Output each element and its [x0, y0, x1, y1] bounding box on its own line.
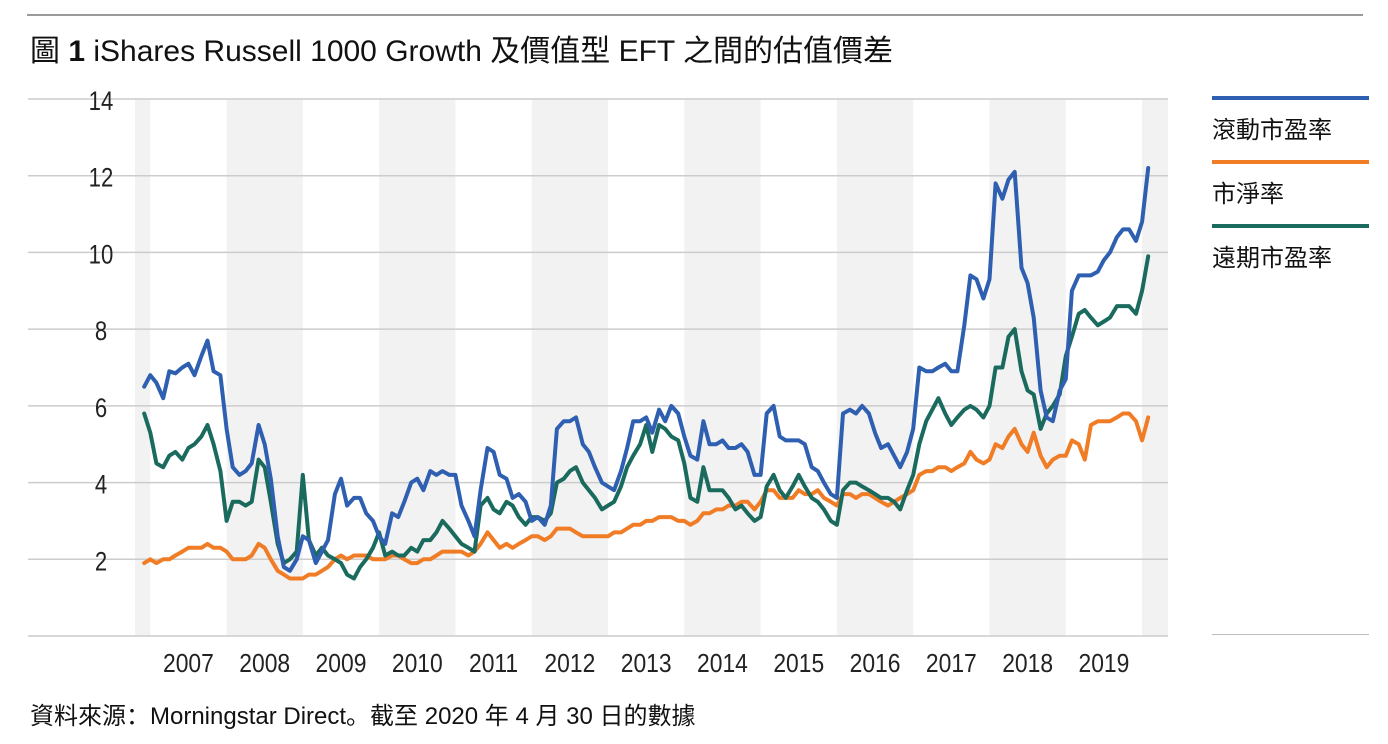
legend-label-forward-pe: 遠期市盈率 [1212, 245, 1332, 272]
legend: 滾動市盈率 市淨率 遠期市盈率 [1212, 96, 1372, 288]
x-tick-label: 2018 [1002, 650, 1053, 679]
x-tick-label: 2016 [850, 650, 901, 679]
legend-swatch-trailing-pe [1212, 96, 1369, 100]
legend-swatch-forward-pe [1212, 224, 1369, 228]
legend-bottom-rule [1212, 634, 1369, 635]
x-axis-ticks: 2007 2008 2009 2010 2011 2012 2013 2014 2015 2016… [163, 650, 1129, 679]
year-band [836, 99, 914, 636]
legend-item-price-to-book: 市淨率 [1212, 160, 1372, 224]
x-tick-label: 2017 [926, 650, 977, 679]
title-prefix: 圖 [30, 35, 60, 68]
x-tick-label: 2007 [163, 650, 214, 679]
grid-lines [28, 98, 1168, 637]
title-top-rule [27, 14, 1363, 16]
title-text: iShares Russell 1000 Growth 及價值型 EFT 之間的… [93, 35, 894, 68]
y-tick-label: 8 [95, 317, 107, 347]
x-tick-label: 2013 [621, 650, 672, 679]
legend-label-price-to-book: 市淨率 [1212, 181, 1284, 208]
x-tick-label: 2019 [1078, 650, 1129, 679]
year-band [531, 99, 609, 636]
x-tick-label: 2011 [469, 650, 518, 679]
y-tick-label: 10 [89, 240, 114, 270]
y-tick-label: 14 [89, 87, 114, 117]
legend-label-trailing-pe: 滾動市盈率 [1212, 117, 1332, 144]
series-line-trailing-pe [142, 166, 1151, 573]
y-tick-label: 2 [95, 547, 107, 577]
y-tick-label: 12 [89, 164, 114, 194]
series-line-price-to-book [142, 411, 1151, 581]
y-tick-label: 4 [95, 471, 107, 501]
y-axis-ticks: 2 4 6 8 10 12 14 [89, 87, 114, 577]
x-tick-label: 2014 [697, 650, 748, 679]
legend-item-trailing-pe: 滾動市盈率 [1212, 96, 1372, 160]
year-band [379, 99, 456, 636]
title-number: 1 [68, 35, 86, 68]
legend-item-forward-pe: 遠期市盈率 [1212, 224, 1372, 288]
year-bands [135, 99, 1168, 636]
chart-title: 圖 1 iShares Russell 1000 Growth 及價值型 EFT… [30, 26, 893, 70]
y-tick-label: 6 [95, 394, 107, 424]
x-tick-label: 2008 [239, 650, 290, 679]
x-tick-label: 2010 [392, 650, 443, 679]
series-lines [142, 166, 1151, 581]
x-tick-label: 2015 [773, 650, 824, 679]
x-tick-label: 2012 [544, 650, 595, 679]
year-band [135, 99, 151, 636]
year-band [684, 99, 761, 636]
legend-swatch-price-to-book [1212, 160, 1369, 164]
x-tick-label: 2009 [316, 650, 367, 679]
source-note: 資料來源：Morningstar Direct。截至 2020 年 4 月 30… [30, 703, 696, 730]
